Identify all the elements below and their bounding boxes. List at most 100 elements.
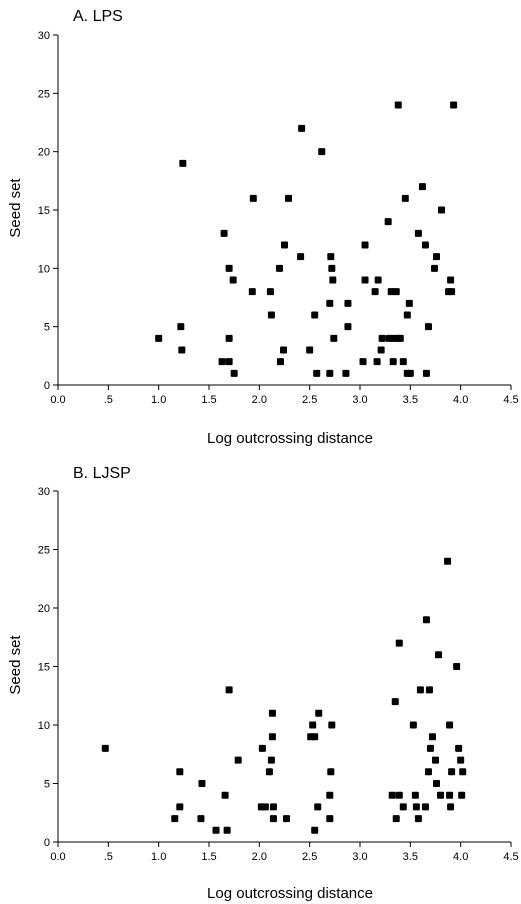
panel-b-x-tick-label: 3.5 [403,851,418,863]
panel-a-data-point [392,288,400,296]
panel-a-data-point [422,369,430,377]
panel-b-data-point [314,803,322,811]
panel-b-y-tick-label: 15 [38,662,50,674]
panel-b-data-point [428,733,436,741]
panel-a-y-tick-label: 10 [38,263,50,275]
panel-b-data-point [435,651,443,659]
panel-a-data-point [361,241,369,249]
panel-b-data-point [326,791,334,799]
panel-b-data-point [391,698,399,706]
panel-b: B. LJSP 0.0 .5 1.0 1.5 2.0 2.5 3.0 3.5 4.0 4.5 0 5 1… [7,465,519,902]
panel-a-data-point [327,253,335,261]
panel-a-title: A. LPS [73,8,123,25]
panel-b-data-point [388,791,396,799]
panel-b-data-point [455,744,463,752]
panel-b-y-tick-label: 0 [44,837,50,849]
panel-a-data-point [424,323,432,331]
panel-a-x-axis-title: Log outcrossing distance [207,430,373,447]
panel-b-data-point [448,768,456,776]
panel-b-data-point [414,815,422,823]
panel-a-y-tick-label: 20 [38,147,50,159]
panel-a-y-axis-title: Seed set [7,178,24,238]
panel-a-data-point [326,369,334,377]
panel-a-data-point [285,194,293,202]
panel-b-data-point [446,721,454,729]
panel-b-data-point [421,803,429,811]
panel-a-data-point [328,264,336,272]
panel-b-data-point [458,791,466,799]
panel-a-y-tick-label: 5 [44,322,50,334]
panel-b-y-tick-label: 30 [38,486,50,498]
panel-a-data-point [359,358,367,366]
panel-b-data-point [311,826,319,834]
panel-a-x-tick-label: 4.5 [503,394,518,406]
panel-a-data-point [344,299,352,307]
panel-b-data-point [437,791,445,799]
panel-b-x-tick-label: 1.5 [201,851,216,863]
panel-a-data-point [344,323,352,331]
panel-a-data-point [447,276,455,284]
panel-b-data-point [412,803,420,811]
panel-b-data-point [326,815,334,823]
panel-a-data-point [405,299,413,307]
panel-a-data-point [403,311,411,319]
panel-b-data-point [267,756,275,764]
panel-b-data-point [433,780,441,787]
panel-b-data-point [283,815,291,823]
panel-a-data-point [266,288,274,296]
panel-a-data-point [306,346,314,354]
panel-b-data-point [269,803,277,811]
panel-a-data-point [267,311,275,319]
panel-a-y-tick-label: 0 [44,380,50,392]
panel-b-x-tick-label: 1.0 [151,851,166,863]
panel-a-data-point [177,323,185,331]
panel-a-data-point [220,229,228,237]
panel-a-data-point [178,346,186,354]
panel-b-x-tick-label: 4.0 [453,851,468,863]
panel-b-data-point [424,768,432,776]
panel-a-data-point [396,334,404,342]
panel-a-data-point [374,276,382,284]
panel-b-data-point [444,557,452,565]
panel-b-y-tick-label: 10 [38,720,50,732]
panel-a-data-point [384,218,392,226]
panel-a-data-point [399,358,407,366]
panel-b-x-tick-label: 0.0 [50,851,65,863]
panel-b-data-point [171,815,179,823]
panel-a-data-point [225,264,233,272]
panel-a-data-point [275,264,283,272]
panel-a-x-tick-label: 1.0 [151,394,166,406]
panel-a-data-point [313,369,321,377]
panel-b-x-tick-label: 2.0 [252,851,267,863]
panel-b-data-point [212,826,220,834]
panel-a-y-tick-label: 25 [38,88,50,100]
panel-a-data-point [421,241,429,249]
panel-b-data-point [268,733,276,741]
panel-b-data-point [269,815,277,823]
panel-b-title: B. LJSP [73,465,131,482]
panel-b-data-point [422,616,430,624]
panel-a-data-point [373,358,381,366]
panel-a-data-point [414,229,422,237]
panel-a-data-point [430,264,438,272]
panel-a-data-point [389,358,397,366]
panel-a-x-tick-label: 4.0 [453,394,468,406]
panel-a-x-tick-label: .5 [104,394,113,406]
panel-a-data-point [361,276,369,284]
panel-a-data-point [218,358,226,366]
panel-b-data-point [328,721,336,729]
panel-b-data-point [395,791,403,799]
panel-a-x-tick-label: 2.0 [252,394,267,406]
panel-b-x-axis-title: Log outcrossing distance [207,885,373,902]
panel-b-x-tick-label: 3.0 [352,851,367,863]
panel-b-data-point [258,744,266,752]
panel-a-data-point [438,206,446,214]
panel-a-data-point [318,148,326,156]
panel-a-data-point [433,253,441,261]
panel-b-data-point [315,709,323,717]
panel-b-data-point [309,721,317,729]
panel-a-x-tick-label: 2.5 [302,394,317,406]
panel-a-data-point [281,241,288,249]
